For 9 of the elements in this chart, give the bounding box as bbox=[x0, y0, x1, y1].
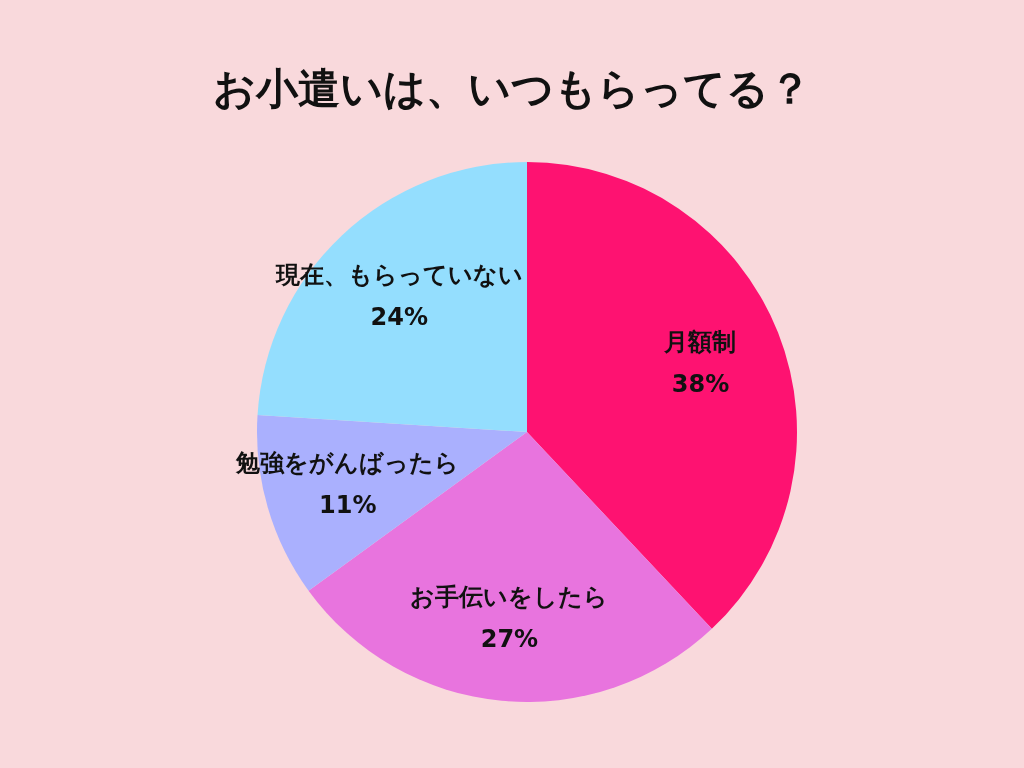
data-label: 27% bbox=[480, 624, 539, 653]
data-label: 24% bbox=[370, 302, 428, 331]
data-label: 11% bbox=[319, 491, 377, 520]
chart-title: お小遣いは、いつもらってる？ bbox=[213, 63, 811, 113]
slice-label: 月額制 bbox=[663, 328, 737, 357]
slice-label: お手伝いをしたら bbox=[410, 582, 609, 611]
slice-label: 現在、もらっていない bbox=[274, 260, 523, 289]
data-label: 38% bbox=[671, 370, 730, 399]
slice-label: 勉強をがんばったら bbox=[235, 449, 460, 478]
